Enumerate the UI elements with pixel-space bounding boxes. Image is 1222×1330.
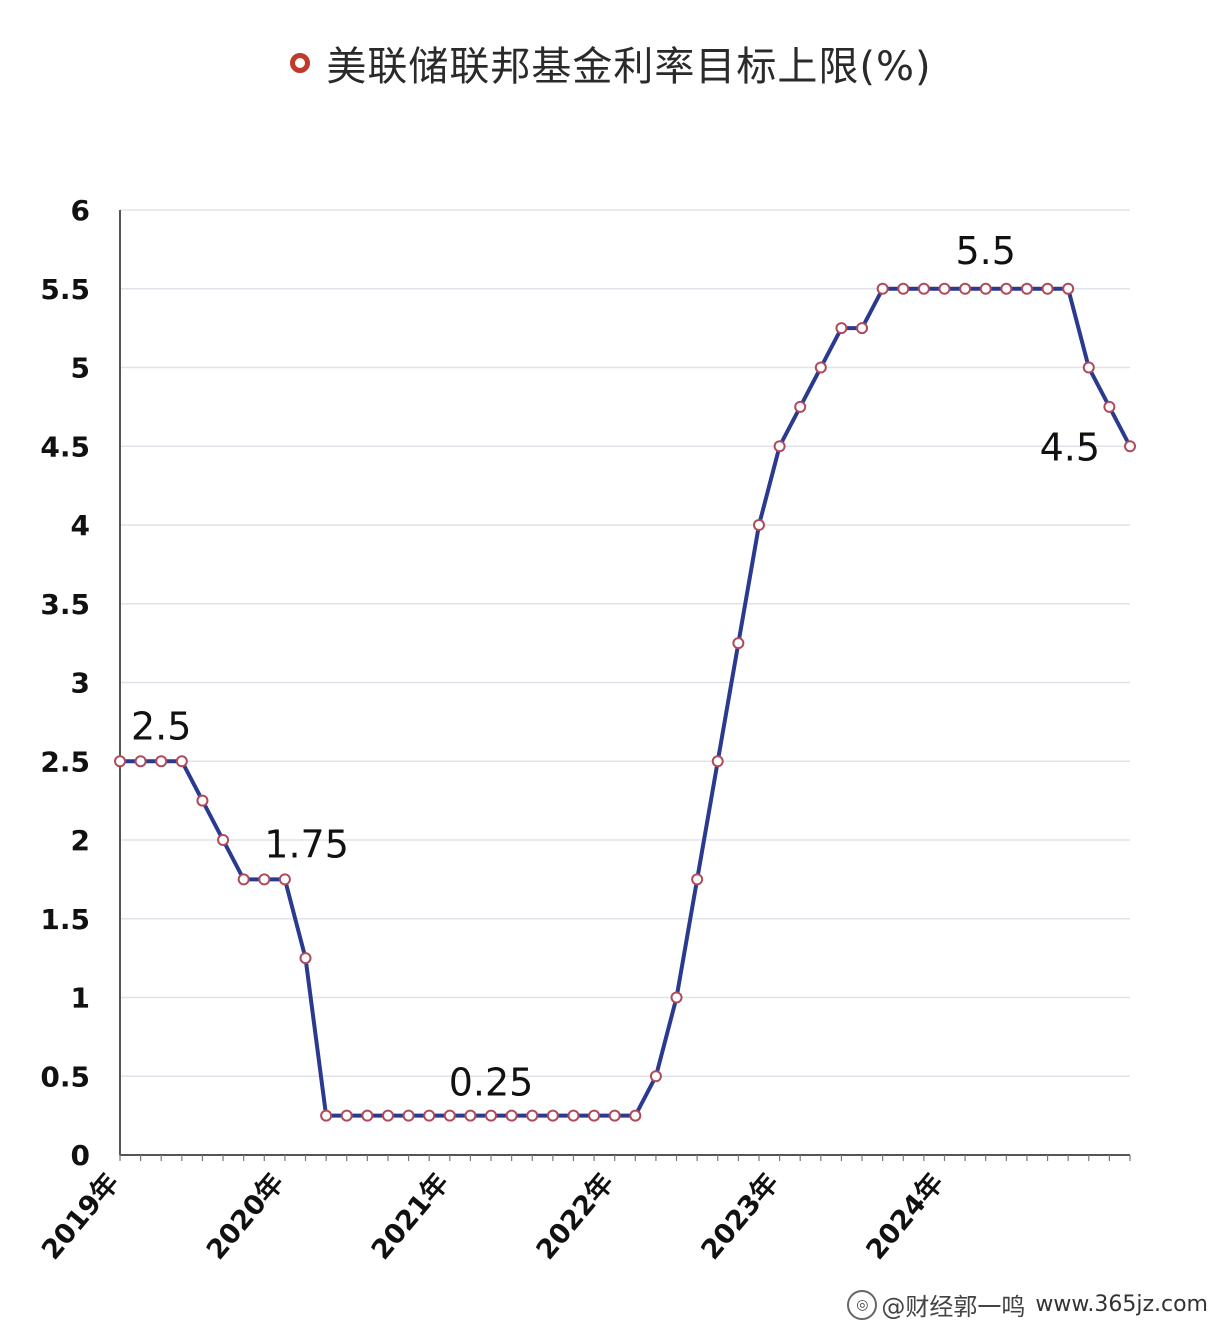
data-point	[711, 755, 724, 768]
data-point	[773, 440, 786, 453]
data-point	[856, 322, 869, 335]
data-point	[546, 1109, 559, 1122]
data-point	[1124, 440, 1136, 453]
rate-line	[118, 286, 1132, 1118]
y-tick-label: 2	[71, 824, 90, 857]
data-point	[1062, 282, 1075, 295]
data-label: 2.5	[131, 704, 191, 748]
watermark-site: www.365jz.com	[1035, 1292, 1208, 1317]
chart-title-text: 美联储联邦基金利率目标上限(%)	[326, 44, 932, 90]
data-point	[443, 1109, 456, 1122]
data-point	[485, 1109, 498, 1122]
data-point	[588, 1109, 601, 1122]
x-tick-label: 2023年	[695, 1167, 785, 1266]
data-point	[381, 1109, 394, 1122]
data-point	[794, 400, 807, 413]
data-point	[876, 282, 889, 295]
y-tick-label: 4.5	[40, 430, 90, 463]
x-tick-label: 2020年	[200, 1167, 290, 1266]
legend-marker-icon	[290, 53, 311, 73]
y-tick-label: 0	[71, 1139, 90, 1172]
watermark: ◎ @财经郭一鸣 www.365jz.com	[847, 1287, 1208, 1322]
data-point	[340, 1109, 353, 1122]
x-tick-label: 2019年	[35, 1167, 125, 1266]
data-label: 5.5	[955, 229, 1015, 273]
data-point	[237, 873, 250, 886]
x-tick-label: 2022年	[530, 1167, 620, 1266]
y-tick-label: 1.5	[40, 903, 90, 936]
data-point	[1082, 361, 1095, 374]
y-tick-label: 3	[71, 667, 90, 700]
data-point	[155, 755, 168, 768]
watermark-text: @财经郭一鸣	[881, 1293, 1026, 1321]
data-point	[629, 1109, 642, 1122]
data-point	[361, 1109, 374, 1122]
data-point	[752, 519, 765, 531]
data-point	[464, 1109, 477, 1122]
y-tick-label: 2.5	[40, 745, 90, 778]
data-point	[320, 1109, 333, 1122]
data-point	[278, 873, 291, 886]
data-point	[526, 1109, 539, 1122]
data-point	[423, 1109, 436, 1122]
data-point	[217, 834, 230, 846]
data-point	[608, 1109, 621, 1122]
data-point	[670, 991, 683, 1004]
data-point	[1000, 282, 1013, 295]
data-point	[917, 282, 930, 295]
data-point	[649, 1070, 662, 1083]
data-point	[835, 322, 848, 335]
data-point	[505, 1109, 518, 1122]
y-tick-label: 4	[71, 509, 90, 542]
data-point	[299, 952, 312, 965]
y-tick-label: 5.5	[40, 273, 90, 306]
camera-icon: ◎	[847, 1289, 878, 1320]
chart-title: 美联储联邦基金利率目标上限(%)	[0, 28, 1222, 98]
data-point	[1103, 400, 1116, 413]
y-tick-label: 1	[71, 982, 90, 1015]
data-point	[959, 282, 972, 295]
data-label: 4.5	[1040, 425, 1100, 469]
data-label: 0.25	[449, 1061, 534, 1105]
data-point	[979, 282, 992, 295]
y-tick-label: 6	[71, 194, 90, 227]
data-point	[114, 755, 126, 768]
data-point	[814, 361, 827, 374]
data-point	[691, 873, 704, 886]
data-point	[1041, 282, 1054, 295]
data-point	[402, 1109, 415, 1122]
data-point	[258, 873, 271, 886]
data-point	[1020, 282, 1033, 295]
y-tick-label: 3.5	[40, 588, 90, 621]
data-label: 1.75	[264, 822, 349, 866]
data-point	[196, 794, 209, 807]
x-tick-label: 2024年	[860, 1167, 950, 1266]
data-point	[897, 282, 910, 295]
data-point	[134, 755, 147, 768]
y-tick-label: 0.5	[40, 1060, 90, 1093]
data-point	[175, 755, 188, 768]
data-point	[938, 282, 951, 295]
y-tick-label: 5	[71, 352, 90, 385]
x-tick-label: 2021年	[365, 1167, 455, 1266]
data-point	[567, 1109, 580, 1122]
data-point	[732, 637, 745, 650]
